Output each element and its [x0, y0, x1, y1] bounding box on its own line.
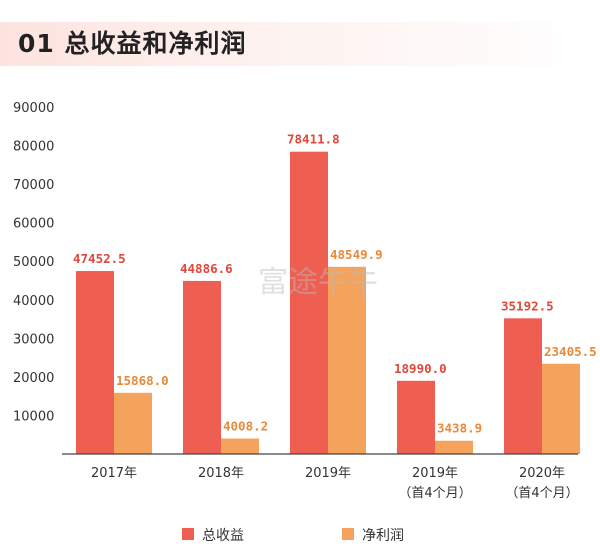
legend-swatch — [342, 528, 354, 540]
data-label-profit: 48549.9 — [330, 247, 383, 262]
x-tick-label: 2018年 — [198, 466, 244, 481]
bar-profit — [328, 266, 366, 454]
data-label-profit: 15868.0 — [116, 373, 169, 388]
x-tick-sublabel: （首4个月） — [398, 486, 471, 501]
bar-revenue — [76, 271, 114, 454]
bar-profit — [221, 438, 259, 454]
y-tick-label: 20000 — [13, 371, 54, 386]
bar-revenue — [504, 318, 542, 454]
watermark: 富途牛牛 — [258, 265, 378, 300]
x-tick-label: 2019年 — [305, 466, 351, 481]
data-label-revenue: 35192.5 — [501, 298, 554, 313]
bar-revenue — [290, 151, 328, 454]
legend-label: 总收益 — [202, 528, 244, 544]
bar-profit — [435, 440, 473, 454]
bar-revenue — [397, 380, 435, 454]
data-label-profit: 3438.9 — [437, 421, 482, 436]
y-tick-label: 30000 — [13, 332, 54, 347]
y-tick-label: 50000 — [13, 255, 54, 270]
x-tick-sublabel: （首4个月） — [505, 486, 578, 501]
y-tick-label: 70000 — [13, 178, 54, 193]
y-tick-label: 10000 — [13, 409, 54, 424]
bar-revenue — [183, 280, 221, 454]
data-label-profit: 4008.2 — [223, 419, 268, 434]
bar-profit — [114, 392, 152, 454]
y-tick-label: 90000 — [13, 101, 54, 116]
x-tick-label: 2019年 — [412, 466, 458, 481]
data-label-revenue: 78411.8 — [287, 132, 340, 147]
x-tick-label: 2020年 — [519, 466, 565, 481]
legend-swatch — [182, 528, 194, 540]
legend-label: 净利润 — [362, 528, 404, 544]
chart-title: 01 总收益和净利润 — [18, 29, 247, 58]
title-band — [0, 22, 600, 66]
y-tick-label: 40000 — [13, 294, 54, 309]
data-label-revenue: 47452.5 — [73, 251, 126, 266]
data-label-profit: 23405.5 — [544, 344, 597, 359]
y-tick-label: 60000 — [13, 217, 54, 232]
x-tick-label: 2017年 — [91, 466, 137, 481]
data-label-revenue: 44886.6 — [180, 261, 233, 276]
data-label-revenue: 18990.0 — [394, 361, 447, 376]
bar-profit — [542, 363, 580, 454]
y-tick-label: 80000 — [13, 140, 54, 155]
